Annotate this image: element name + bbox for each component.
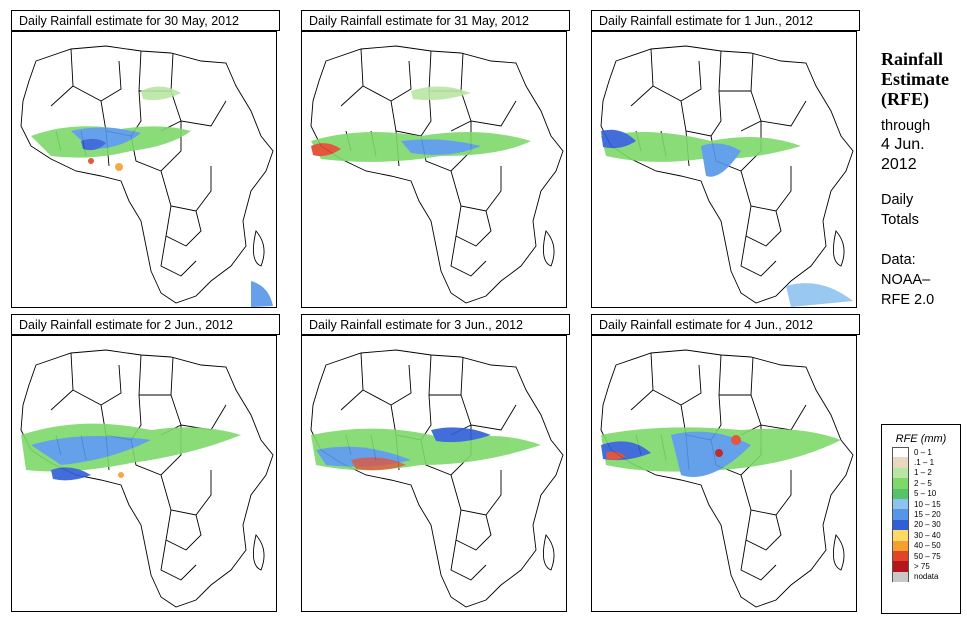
legend-label: > 75 [914, 561, 930, 571]
panel-title: Daily Rainfall estimate for 2 Jun., 2012 [11, 314, 280, 335]
legend-label: 30 – 40 [914, 530, 941, 540]
legend-item: 2 – 5 [882, 478, 960, 489]
panel-title: Daily Rainfall estimate for 4 Jun., 2012 [591, 314, 860, 335]
legend-swatch [892, 498, 909, 510]
legend-item: 5 – 10 [882, 488, 960, 499]
legend-item: 50 – 75 [882, 550, 960, 562]
legend-label: 0 – 1 [914, 447, 932, 457]
figure-title: Rainfall Estimate (RFE) [881, 49, 965, 109]
legend-swatch [892, 457, 909, 468]
panel-title: Daily Rainfall estimate for 30 May, 2012 [11, 10, 280, 31]
map-panel-31-may: Daily Rainfall estimate for 31 May, 2012 [301, 10, 572, 308]
legend-item: 40 – 50 [882, 540, 960, 551]
map-panel-30-may: Daily Rainfall estimate for 30 May, 2012 [11, 10, 282, 308]
legend-swatch [892, 550, 909, 562]
legend-item: 30 – 40 [882, 530, 960, 541]
legend-label: .1 – 1 [914, 458, 935, 468]
legend-item: 10 – 15 [882, 498, 960, 510]
legend-swatch [892, 519, 909, 531]
map-panel-2-jun: Daily Rainfall estimate for 2 Jun., 2012 [11, 314, 282, 612]
africa-rainfall-map [11, 335, 282, 613]
legend-label: 2 – 5 [914, 478, 932, 488]
panel-title: Daily Rainfall estimate for 1 Jun., 2012 [591, 10, 860, 31]
legend-swatch [892, 571, 909, 583]
africa-rainfall-map [301, 31, 572, 309]
legend-label: 15 – 20 [914, 510, 941, 520]
daily-label: Daily [881, 192, 914, 208]
date-line: 4 Jun. [881, 136, 925, 153]
legend-swatch [892, 509, 909, 520]
totals-label: Totals [881, 212, 919, 228]
legend-swatch [892, 447, 909, 458]
africa-rainfall-map [301, 335, 572, 613]
panel-title: Daily Rainfall estimate for 3 Jun., 2012 [301, 314, 570, 335]
legend-swatch [892, 530, 909, 541]
legend-label: 40 – 50 [914, 541, 941, 551]
legend-swatch [892, 540, 909, 551]
source-line: RFE 2.0 [881, 292, 935, 308]
africa-rainfall-map [591, 31, 862, 309]
legend-item: .1 – 1 [882, 457, 960, 468]
legend-swatch [892, 488, 909, 499]
legend-label: 1 – 2 [914, 468, 932, 478]
legend-label: 10 – 15 [914, 499, 941, 509]
map-panel-4-jun: Daily Rainfall estimate for 4 Jun., 2012 [591, 314, 862, 612]
legend-item: nodata [882, 571, 960, 583]
legend-swatch [892, 478, 909, 489]
legend-item: 15 – 20 [882, 509, 960, 520]
legend-item: > 75 [882, 561, 960, 572]
map-panel-1-jun: Daily Rainfall estimate for 1 Jun., 2012 [591, 10, 862, 308]
title-line: Estimate [881, 69, 949, 89]
title-line: (RFE) [881, 89, 929, 109]
legend-label: 20 – 30 [914, 520, 941, 530]
legend-item: 0 – 1 [882, 447, 960, 458]
legend-label: 50 – 75 [914, 551, 941, 561]
map-panel-3-jun: Daily Rainfall estimate for 3 Jun., 2012 [301, 314, 572, 612]
legend-swatch [892, 467, 909, 479]
legend-item: 20 – 30 [882, 519, 960, 531]
data-label: Data: [881, 252, 916, 268]
legend-title: RFE (mm) [895, 433, 947, 445]
legend-label: nodata [914, 572, 939, 582]
africa-rainfall-map [11, 31, 282, 309]
africa-rainfall-map [591, 335, 862, 613]
through-label: through [881, 118, 931, 134]
legend-label: 5 – 10 [914, 489, 937, 499]
legend-item: 1 – 2 [882, 467, 960, 479]
panel-title: Daily Rainfall estimate for 31 May, 2012 [301, 10, 570, 31]
source-line: NOAA– [881, 272, 931, 288]
title-line: Rainfall [881, 49, 944, 69]
legend-swatch [892, 561, 909, 572]
date-line: 2012 [881, 156, 917, 173]
